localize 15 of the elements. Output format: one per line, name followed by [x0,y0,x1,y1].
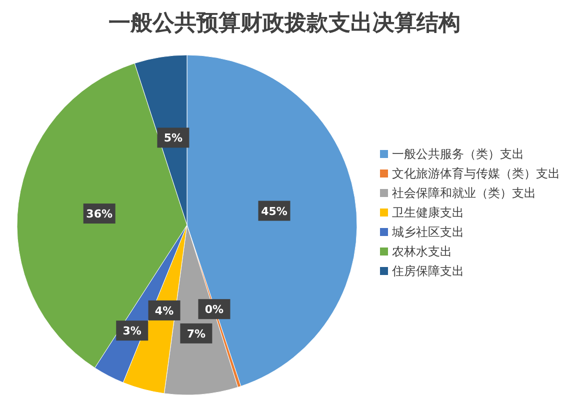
data-label: 4% [154,304,174,318]
data-label: 45% [261,204,288,218]
data-label: 5% [164,132,183,145]
legend-label: 社会保障和就业（类）支出 [392,186,536,200]
legend-label: 文化旅游体育与传媒（类）支出 [392,166,560,180]
chart-title: 一般公共预算财政拨款支出决算结构 [108,11,460,36]
legend-label: 一般公共服务（类）支出 [392,147,524,161]
legend-label: 卫生健康支出 [392,206,464,220]
data-label: 36% [86,208,113,221]
data-label: 0% [204,303,224,316]
legend-label: 住房保障支出 [391,264,464,278]
data-label: 3% [122,324,142,338]
data-label: 7% [186,327,206,340]
legend-label: 城乡社区支出 [391,225,464,239]
legend-label: 农林水支出 [392,244,452,258]
